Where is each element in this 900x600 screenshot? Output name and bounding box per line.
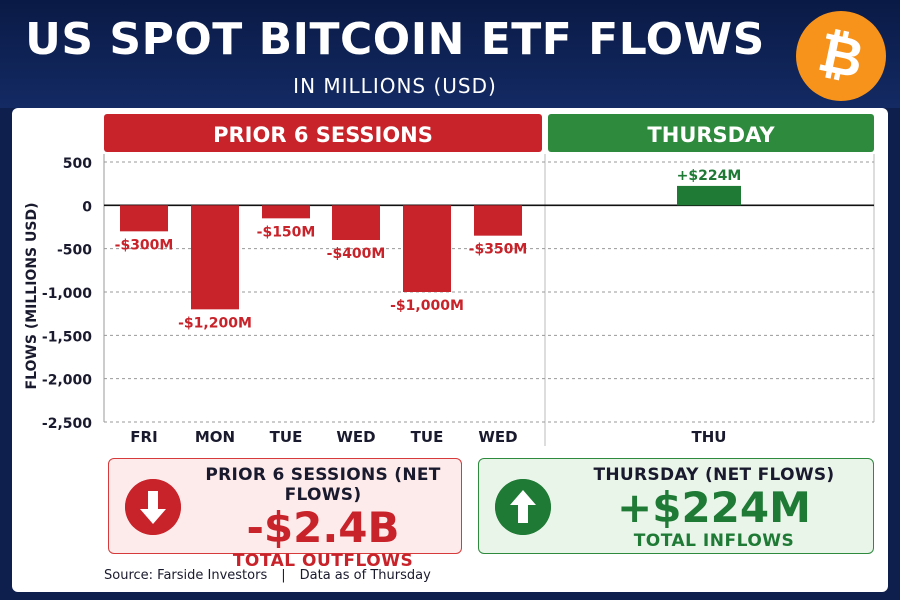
bitcoin-icon: ₿ [796,11,886,101]
x-tick-label: FRI [130,428,157,446]
data-label: -$350M [469,242,528,258]
x-tick-label: TUE [270,428,303,446]
inflows-caption: TOTAL INFLOWS [633,531,795,551]
header: US SPOT BITCOIN ETF FLOWS IN MILLIONS (U… [0,0,900,108]
y-axis-label: FLOWS (MILLIONS USD) [24,203,40,390]
source-note: Source: Farside Investors [104,568,268,583]
outflows-summary-card: PRIOR 6 SESSIONS (NET FLOWS) -$2.4B TOTA… [108,458,462,571]
flows-chart: PRIOR 6 SESSIONS THURSDAY 500 0 -500 -1,000 -1… [24,114,875,446]
x-tick-label: TUE [411,428,444,446]
date-note: Data as of Thursday [299,568,431,583]
y-tick-label: -2,500 [42,416,92,432]
data-label: -$400M [327,246,386,262]
group-header-prior-label: PRIOR 6 SESSIONS [213,123,433,147]
inflows-heading: THURSDAY (NET FLOWS) [593,465,835,485]
data-label: -$300M [115,237,174,253]
arrow-down-icon [125,479,181,535]
group-header-thursday-label: THURSDAY [647,123,775,147]
inflows-value: +$224M [617,483,811,532]
arrow-up-icon [495,479,551,535]
data-label: -$1,200M [178,315,252,331]
data-label: -$150M [257,224,316,240]
bar-thu [677,185,741,206]
bar-tue [403,205,451,292]
chart-panel: PRIOR 6 SESSIONS THURSDAY 500 0 -500 -1,000 -1… [12,108,888,592]
y-tick-label: -500 [57,243,92,259]
page-subtitle: IN MILLIONS (USD) [293,74,497,98]
data-label: -$1,000M [390,298,464,314]
y-tick-label: 500 [63,156,92,172]
footer: Source: Farside Investors | Data as of Thu… [104,568,431,583]
bar-wed [474,205,522,236]
x-tick-label: WED [478,428,517,446]
outflows-caption: TOTAL OUTFLOWS [232,551,414,571]
y-tick-label: -2,000 [42,373,92,389]
x-tick-label: WED [336,428,375,446]
y-tick-label: 0 [82,199,92,215]
y-tick-label: -1,000 [42,286,92,302]
outflows-value: -$2.4B [246,503,400,552]
x-tick-label: MON [195,428,235,446]
bar-mon [191,205,239,310]
footer-separator: | [281,568,286,583]
page-title: US SPOT BITCOIN ETF FLOWS [25,14,765,65]
inflows-summary-card: THURSDAY (NET FLOWS) +$224M TOTAL INFLOW… [478,458,874,554]
bar-tue [262,205,310,219]
y-tick-label: -1,500 [42,329,92,345]
group-header-thursday-band [548,114,874,152]
bar-fri [120,205,168,232]
group-header-prior-band [104,114,542,152]
bar-wed [332,205,380,240]
outflows-heading: PRIOR 6 SESSIONS (NET FLOWS) [205,465,441,505]
x-tick-label: THU [692,428,727,446]
data-label: +$224M [677,168,742,184]
